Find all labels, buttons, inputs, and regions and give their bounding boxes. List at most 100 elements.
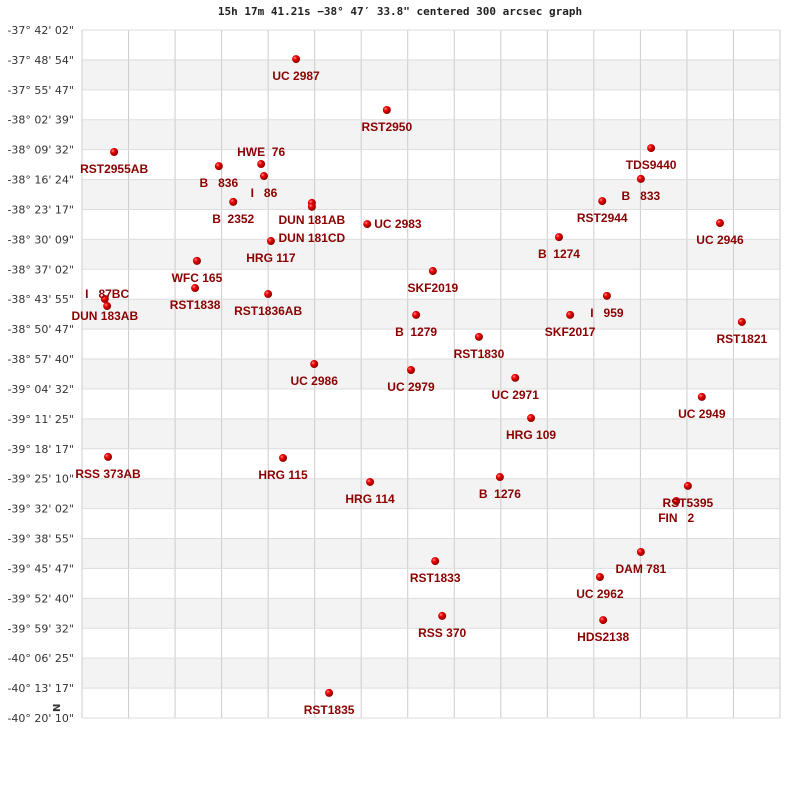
grid-band: [82, 179, 780, 210]
star-point: [715, 219, 724, 228]
grid-band: [82, 478, 780, 509]
star-point: [428, 267, 437, 276]
grid-band: [82, 658, 780, 689]
star-label: UC 2946: [696, 233, 744, 247]
star-label: RST2955AB: [80, 162, 148, 176]
star-point: [511, 373, 520, 382]
star-label: RSS 370: [418, 626, 466, 640]
star-point: [554, 233, 563, 242]
grid-band: [82, 299, 780, 330]
y-tick-label: -37° 42' 02": [7, 24, 74, 37]
y-tick-label: -38° 43' 55": [7, 293, 74, 306]
star-point: [325, 688, 334, 697]
star-point: [104, 452, 113, 461]
star-point: [363, 220, 372, 229]
star-label: B 2352: [212, 212, 254, 226]
star-point: [672, 497, 681, 506]
chart-title: 15h 17m 41.21s −38° 47′ 33.8" centered 3…: [217, 5, 583, 18]
y-tick-label: -38° 16' 24": [7, 174, 74, 187]
star-label: SKF2017: [545, 325, 596, 339]
star-label: I 87BC: [85, 287, 129, 301]
star-point: [599, 616, 608, 625]
star-label: RST1836AB: [234, 304, 302, 318]
star-point: [279, 453, 288, 462]
star-label: B 1274: [538, 247, 580, 261]
star-point: [191, 284, 200, 293]
y-tick-label: -38° 23' 17": [7, 203, 74, 216]
grid-band: [82, 598, 780, 629]
star-point: [636, 547, 645, 556]
star-point: [307, 202, 316, 211]
grid-band: [82, 119, 780, 150]
star-point: [110, 148, 119, 157]
y-tick-label: -38° 37' 02": [7, 263, 74, 276]
y-tick-label: -39° 38' 55": [7, 533, 74, 546]
star-label: HWE 76: [237, 145, 285, 159]
star-label: UC 2987: [272, 69, 320, 83]
star-label: B 1279: [395, 325, 437, 339]
star-point: [474, 332, 483, 341]
star-point: [292, 55, 301, 64]
star-label: B 1276: [479, 487, 521, 501]
y-tick-label: -38° 30' 09": [7, 233, 74, 246]
star-point: [214, 162, 223, 171]
north-marker: N: [52, 704, 63, 712]
y-tick-label: -39° 59' 32": [7, 622, 74, 635]
y-tick-label: -38° 09' 32": [7, 144, 74, 157]
star-label: FIN 2: [658, 511, 694, 525]
y-tick-label: -38° 57' 40": [7, 353, 74, 366]
star-point: [406, 365, 415, 374]
star-label: RST5395: [663, 496, 714, 510]
grid-band: [82, 538, 780, 569]
y-tick-label: -37° 55' 47": [7, 84, 74, 97]
grid-band: [82, 59, 780, 90]
grid-band: [82, 359, 780, 389]
y-tick-label: -39° 04' 32": [7, 383, 74, 396]
star-label: DUN 181CD: [279, 231, 346, 245]
star-label: I 959: [590, 306, 624, 320]
star-point: [431, 557, 440, 566]
star-label: B 833: [622, 189, 661, 203]
star-label: I 86: [251, 186, 278, 200]
star-point: [647, 144, 656, 153]
star-point: [697, 392, 706, 401]
star-point: [382, 105, 391, 114]
star-point: [566, 310, 575, 319]
star-point: [438, 611, 447, 620]
y-tick-label: -40° 06' 25": [7, 652, 74, 665]
star-label: SKF2019: [408, 281, 459, 295]
star-label: RSS 373AB: [75, 467, 141, 481]
star-point: [100, 294, 109, 303]
star-point: [595, 573, 604, 582]
star-label: DAM 781: [616, 562, 667, 576]
star-label: HRG 115: [258, 468, 308, 482]
star-point: [310, 359, 319, 368]
star-point: [103, 302, 112, 311]
y-tick-label: -37° 48' 54": [7, 54, 74, 67]
y-tick-label: -40° 13' 17": [7, 682, 74, 695]
star-label: HRG 114: [345, 492, 395, 506]
star-point: [602, 291, 611, 300]
star-label: RST1821: [716, 332, 767, 346]
star-point: [737, 317, 746, 326]
star-point: [636, 174, 645, 183]
star-point: [266, 237, 275, 246]
star-label: RST1835: [304, 703, 355, 717]
star-label: UC 2962: [576, 587, 624, 601]
y-tick-label: -39° 32' 02": [7, 503, 74, 516]
star-label: UC 2949: [678, 407, 726, 421]
star-label: B 836: [199, 176, 238, 190]
star-label: UC 2983: [374, 217, 422, 231]
star-label: RST1833: [410, 571, 461, 585]
star-label: RST2944: [577, 211, 628, 225]
star-label: TDS9440: [626, 158, 677, 172]
star-point: [264, 290, 273, 299]
star-label: UC 2986: [291, 374, 339, 388]
star-label: DUN 183AB: [71, 309, 138, 323]
y-tick-label: -38° 50' 47": [7, 323, 74, 336]
star-label: WFC 165: [172, 271, 223, 285]
y-tick-label: -39° 18' 17": [7, 443, 74, 456]
star-label: HRG 109: [506, 428, 556, 442]
y-tick-label: -39° 11' 25": [7, 413, 74, 426]
